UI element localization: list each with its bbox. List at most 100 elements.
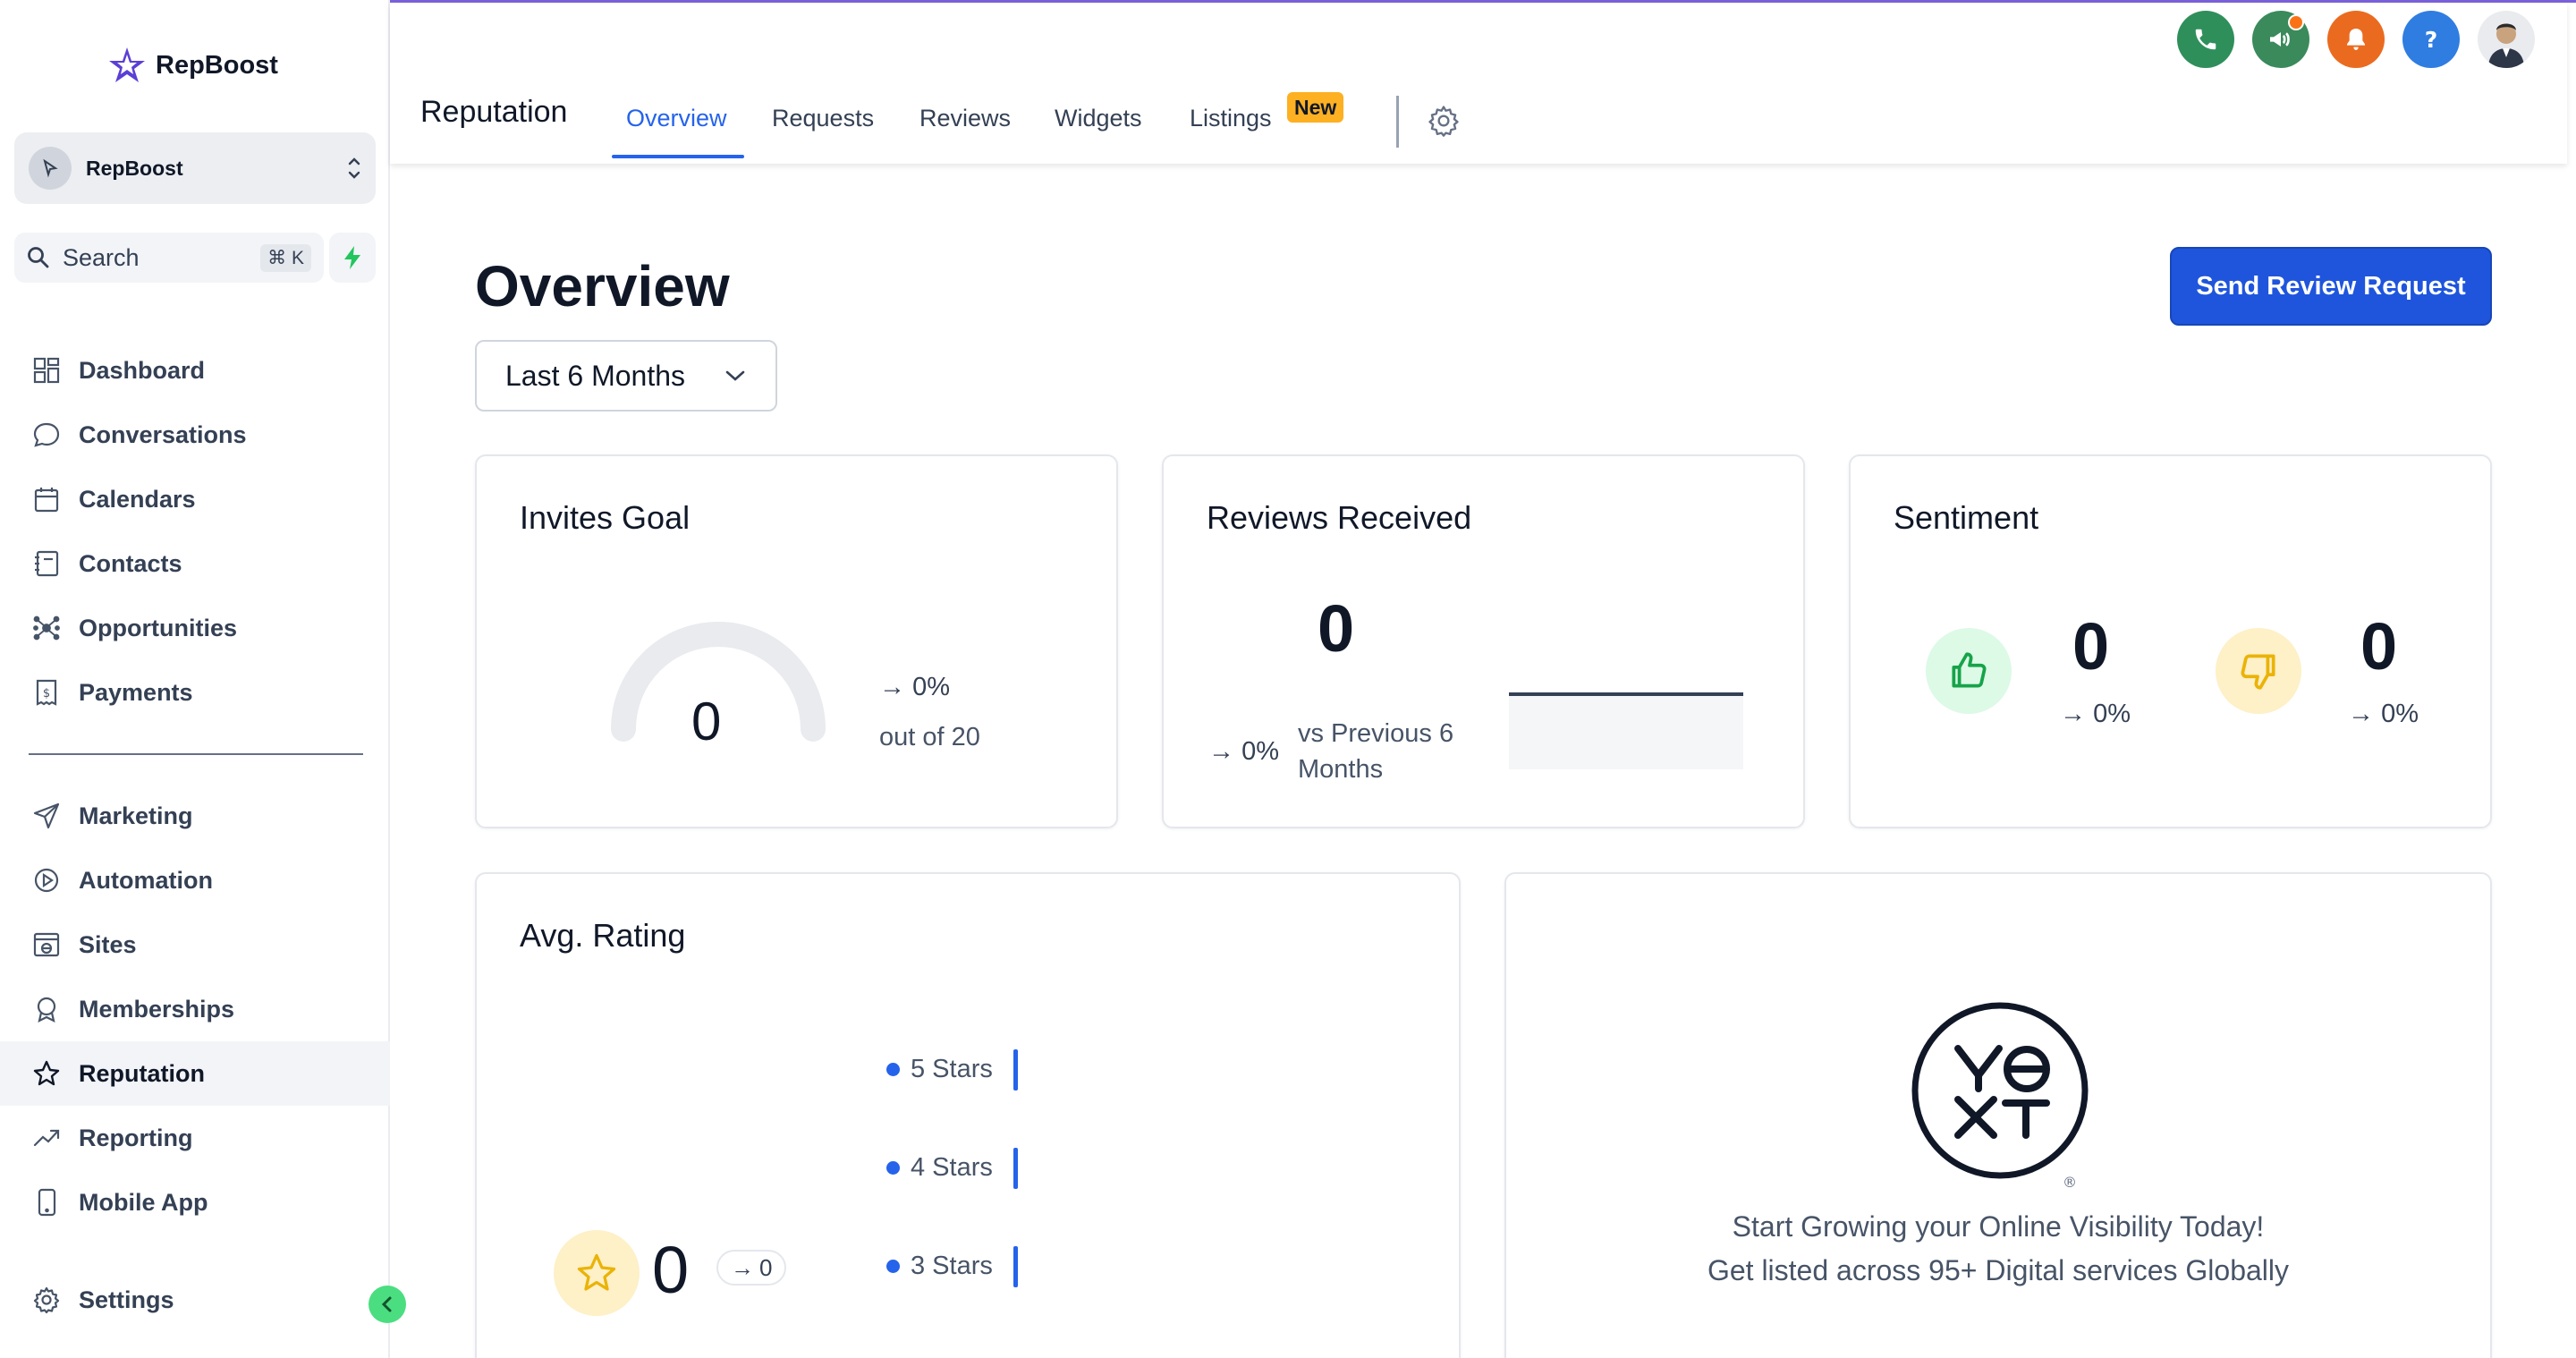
- send-review-request-button[interactable]: Send Review Request: [2170, 247, 2492, 326]
- page-title: Overview: [475, 254, 730, 318]
- reviews-comparison-line2: Months: [1298, 755, 1384, 784]
- sidebar-item-sites[interactable]: Sites: [0, 912, 390, 977]
- yext-headline: Start Growing your Online Visibility Tod…: [1732, 1210, 2265, 1243]
- invites-goal-card: Invites Goal 0 → 0% out of 20: [475, 454, 1118, 828]
- logo-icon: [109, 47, 145, 82]
- phone-button[interactable]: [2177, 11, 2234, 68]
- sidebar-item-label: Dashboard: [79, 356, 206, 384]
- star-icon: [30, 1057, 63, 1090]
- search-icon: [28, 247, 49, 268]
- rating-label: 5 Stars: [911, 1055, 993, 1083]
- account-switcher[interactable]: RepBoost: [14, 132, 376, 204]
- reviews-change-value: 0%: [1241, 737, 1279, 766]
- rating-row-3: 3 Stars: [886, 1252, 993, 1281]
- notifications-button[interactable]: [2327, 11, 2385, 68]
- account-name: RepBoost: [86, 156, 183, 180]
- invites-value: 0: [691, 692, 722, 751]
- rating-label: 4 Stars: [911, 1153, 993, 1182]
- sidebar-item-label: Conversations: [79, 420, 247, 448]
- avatar-icon: [2488, 23, 2524, 68]
- positive-value: 0: [2072, 609, 2110, 683]
- sidebar-item-contacts[interactable]: Contacts: [0, 531, 390, 596]
- svg-text:$: $: [43, 687, 50, 700]
- notification-dot: [2288, 14, 2304, 30]
- rating-bar-5: [1013, 1049, 1018, 1091]
- gear-icon: [30, 1284, 63, 1316]
- announcements-button[interactable]: [2252, 11, 2309, 68]
- legend-dot: [886, 1063, 900, 1076]
- sidebar-item-calendars[interactable]: Calendars: [0, 467, 390, 531]
- positive-change: → 0%: [2060, 700, 2131, 728]
- opportunities-icon: [30, 612, 63, 644]
- reputation-settings-button[interactable]: [1427, 104, 1461, 142]
- sites-icon: [30, 929, 63, 961]
- tab-listings[interactable]: Listings: [1190, 105, 1272, 132]
- sidebar-item-opportunities[interactable]: Opportunities: [0, 596, 390, 660]
- account-avatar: [29, 147, 72, 190]
- tab-requests[interactable]: Requests: [772, 105, 875, 132]
- legend-dot: [886, 1161, 900, 1175]
- invites-out-of: out of 20: [879, 723, 980, 751]
- chevron-updown-icon: [347, 155, 361, 182]
- sidebar-item-payments[interactable]: $ Payments: [0, 660, 390, 725]
- yext-promo-card: ® Start Growing your Online Visibility T…: [1504, 872, 2492, 1358]
- calendar-icon: [30, 483, 63, 515]
- rating-change-value: 0: [759, 1253, 773, 1281]
- sidebar-item-marketing[interactable]: Marketing: [0, 784, 390, 848]
- brand-logo[interactable]: RepBoost: [107, 45, 278, 86]
- sidebar-item-label: Opportunities: [79, 614, 237, 641]
- membership-icon: [30, 993, 63, 1025]
- help-button[interactable]: ?: [2402, 11, 2460, 68]
- user-avatar[interactable]: [2478, 11, 2535, 68]
- tab-widgets[interactable]: Widgets: [1055, 105, 1142, 132]
- negative-sentiment-badge: [2216, 628, 2301, 714]
- sidebar-item-settings[interactable]: Settings: [0, 1268, 390, 1332]
- sidebar-item-automation[interactable]: Automation: [0, 848, 390, 912]
- new-badge: New: [1287, 92, 1344, 123]
- send-icon: [30, 800, 63, 832]
- period-dropdown[interactable]: Last 6 Months: [475, 340, 777, 412]
- reviews-sparkline: [1509, 692, 1743, 769]
- svg-text:®: ®: [2063, 1174, 2077, 1191]
- yext-subheadline: Get listed across 95+ Digital services G…: [1707, 1254, 2290, 1286]
- quick-actions-button[interactable]: [329, 233, 376, 283]
- phone-icon: [2195, 29, 2216, 50]
- negative-value: 0: [2360, 609, 2398, 683]
- sidebar-item-conversations[interactable]: Conversations: [0, 403, 390, 467]
- sidebar-item-dashboard[interactable]: Dashboard: [0, 338, 390, 403]
- yext-logo[interactable]: ®: [1909, 999, 2106, 1196]
- sidebar-item-reporting[interactable]: Reporting: [0, 1106, 390, 1170]
- card-title: Reviews Received: [1207, 499, 1472, 536]
- rating-star-badge: [554, 1230, 640, 1316]
- invites-change: → 0%: [879, 673, 950, 701]
- reviews-change: → 0%: [1208, 737, 1279, 766]
- sidebar-item-memberships[interactable]: Memberships: [0, 977, 390, 1041]
- sidebar-item-mobile-app[interactable]: Mobile App: [0, 1170, 390, 1235]
- thumbs-down-icon: [2241, 654, 2275, 690]
- automation-icon: [30, 864, 63, 896]
- sidebar-item-label: Payments: [79, 678, 193, 706]
- card-title: Sentiment: [1894, 499, 2039, 536]
- sidebar-item-label: Settings: [79, 1286, 174, 1313]
- tab-reviews[interactable]: Reviews: [919, 105, 1012, 132]
- tab-overview[interactable]: Overview: [626, 105, 727, 132]
- sidebar-item-reputation[interactable]: Reputation: [0, 1041, 390, 1106]
- sidebar-item-label: Mobile App: [79, 1188, 208, 1216]
- chat-icon: [30, 419, 63, 451]
- sidebar: RepBoost RepBoost Search ⌘ K Dashboard C…: [0, 0, 390, 1358]
- reviews-comparison: vs Previous 6: [1298, 719, 1454, 748]
- invites-change-value: 0%: [912, 673, 950, 701]
- section-title: Reputation: [420, 95, 568, 129]
- sidebar-divider: [29, 753, 363, 755]
- active-tab-indicator: [612, 155, 744, 158]
- top-accent-line: [0, 0, 2576, 3]
- sentiment-card: Sentiment 0 → 0% 0 → 0%: [1849, 454, 2492, 828]
- sidebar-item-label: Memberships: [79, 995, 235, 1023]
- collapse-sidebar-button[interactable]: [369, 1286, 406, 1323]
- search-bar[interactable]: Search ⌘ K: [14, 233, 324, 283]
- thumbs-up-icon: [1952, 652, 1987, 688]
- contacts-icon: [30, 547, 63, 580]
- reviews-value: 0: [1318, 591, 1355, 666]
- trend-icon: [30, 1122, 63, 1154]
- reviews-received-card: Reviews Received 0 → 0% vs Previous 6 Mo…: [1162, 454, 1805, 828]
